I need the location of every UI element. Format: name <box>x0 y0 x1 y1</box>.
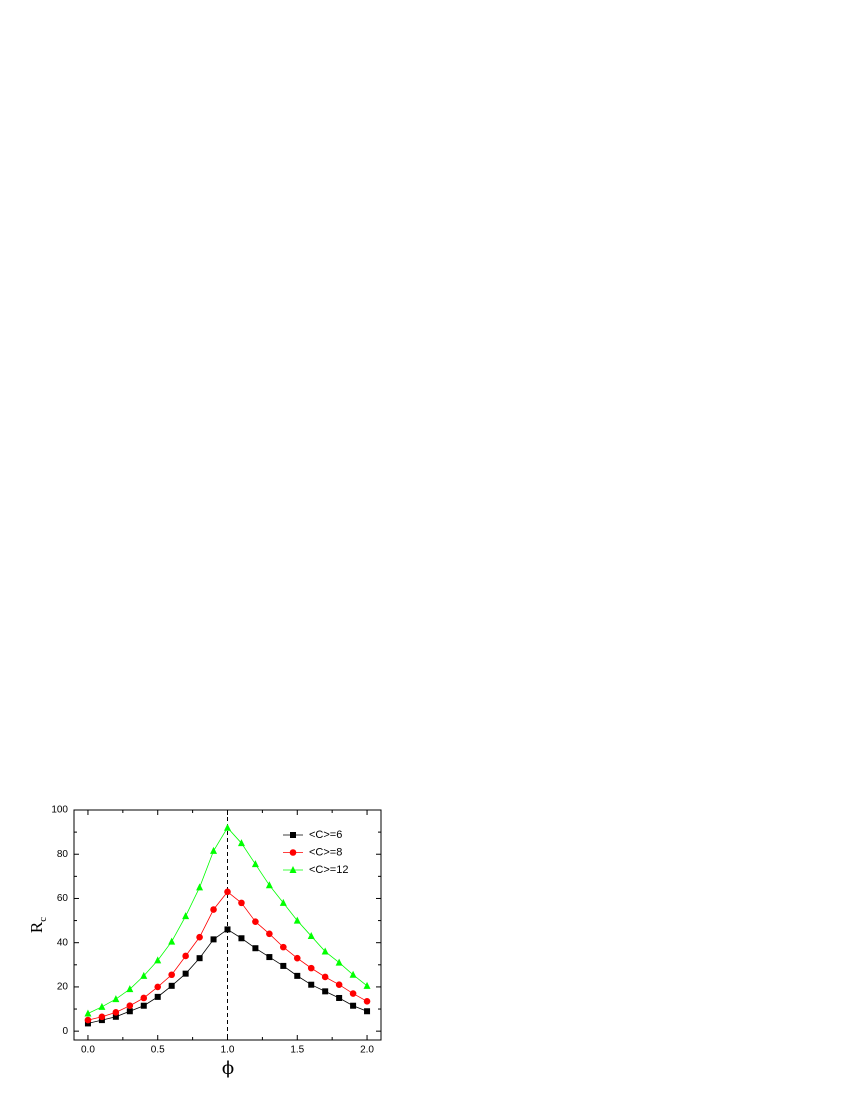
data-point <box>335 981 343 989</box>
data-point <box>321 973 329 981</box>
y-axis-label-sub: c <box>37 917 49 922</box>
data-point <box>168 937 176 945</box>
data-point <box>98 1002 106 1010</box>
data-point <box>182 952 189 960</box>
data-point <box>363 997 371 1005</box>
data-point <box>224 888 231 896</box>
data-point <box>210 906 217 913</box>
data-point <box>279 898 287 906</box>
data-point <box>154 983 162 991</box>
data-point <box>140 1002 147 1009</box>
data-point <box>84 1016 92 1024</box>
x-tick-label: 0.0 <box>81 1045 95 1056</box>
data-point <box>265 881 273 889</box>
data-point <box>196 883 204 891</box>
data-point <box>280 962 287 969</box>
data-point <box>252 918 259 925</box>
data-point <box>238 935 245 942</box>
data-point <box>154 956 162 964</box>
data-point <box>196 955 203 962</box>
data-point <box>140 971 148 979</box>
data-point <box>322 988 329 995</box>
legend-marker <box>289 866 297 873</box>
data-point <box>237 839 245 847</box>
data-point <box>293 916 301 924</box>
x-tick-label: 0.5 <box>151 1045 165 1056</box>
data-point <box>126 1002 134 1010</box>
x-tick-label: 1.5 <box>290 1045 304 1056</box>
y-tick-label: 60 <box>57 893 69 904</box>
data-point <box>350 1002 357 1009</box>
data-point <box>168 971 175 979</box>
data-point <box>154 993 161 1000</box>
x-tick-label: 1.0 <box>221 1045 235 1056</box>
data-point <box>112 1009 120 1016</box>
data-point <box>307 932 315 940</box>
data-point <box>280 943 287 951</box>
data-point <box>210 936 217 943</box>
data-point <box>84 1009 92 1017</box>
legend-marker <box>289 849 297 856</box>
data-point <box>307 964 315 972</box>
data-point <box>266 930 273 938</box>
data-point <box>294 972 301 979</box>
data-point <box>112 1013 119 1020</box>
data-point <box>349 970 357 978</box>
data-point <box>321 947 329 955</box>
data-point <box>335 958 343 966</box>
data-point <box>168 982 175 989</box>
x-tick-label: 2.0 <box>360 1045 374 1056</box>
y-tick-label: 80 <box>57 849 69 860</box>
data-point <box>364 1008 371 1015</box>
data-point <box>293 954 301 962</box>
data-point <box>126 985 134 993</box>
x-axis-label: ϕ <box>222 1058 234 1079</box>
data-point <box>251 860 259 868</box>
data-point <box>210 846 218 854</box>
data-point <box>112 995 120 1003</box>
data-point <box>336 994 343 1001</box>
data-point <box>238 899 245 907</box>
legend-label: <C>=12 <box>309 864 348 876</box>
data-point <box>196 933 203 941</box>
legend-label: <C>=6 <box>309 829 342 841</box>
y-axis-label-main: R <box>27 921 46 933</box>
data-point <box>349 990 357 997</box>
y-tick-label: 20 <box>57 982 69 993</box>
data-point <box>266 954 273 961</box>
y-tick-label: 100 <box>51 805 68 816</box>
legend-label: <C>=8 <box>309 846 342 858</box>
data-point <box>140 994 148 1002</box>
y-tick-label: 0 <box>62 1026 68 1037</box>
data-point <box>98 1017 105 1024</box>
data-point <box>182 970 189 977</box>
data-point <box>224 926 231 933</box>
data-point <box>126 1008 133 1015</box>
y-tick-label: 40 <box>57 937 69 948</box>
data-point <box>98 1013 106 1021</box>
data-point <box>308 981 315 988</box>
data-point <box>252 945 259 952</box>
data-point <box>363 981 371 989</box>
data-point <box>84 1020 91 1027</box>
data-point <box>182 912 190 920</box>
data-point <box>224 823 231 831</box>
legend-marker <box>290 832 296 838</box>
y-axis-label: Rc <box>27 917 49 933</box>
